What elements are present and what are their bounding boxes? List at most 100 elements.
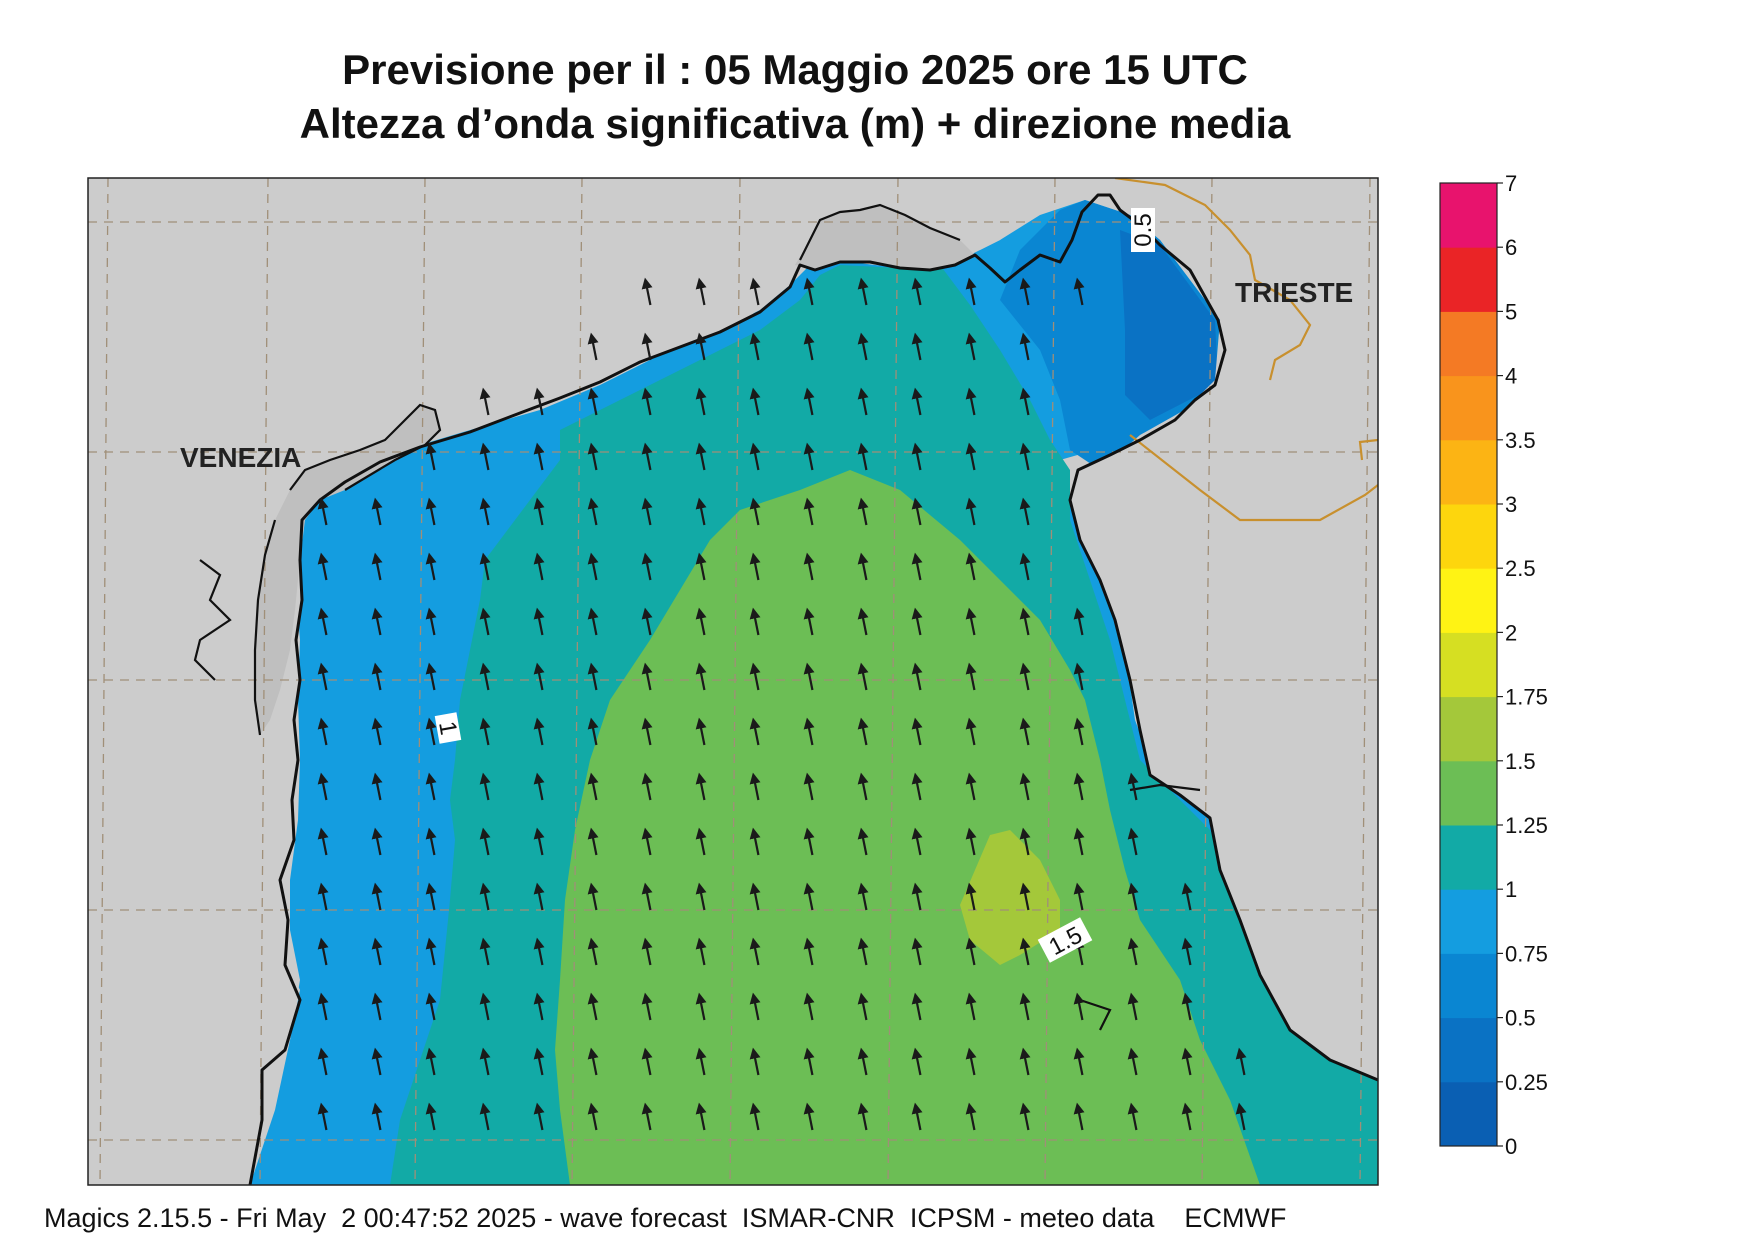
direction-arrow [911, 277, 923, 306]
direction-arrow [911, 552, 923, 581]
direction-arrow [749, 882, 761, 911]
svg-text:0.5: 0.5 [1130, 213, 1157, 246]
direction-arrow [533, 992, 545, 1021]
direction-arrow [911, 882, 923, 911]
direction-arrow [695, 442, 707, 471]
direction-arrow [533, 497, 545, 526]
direction-arrow [1127, 827, 1139, 856]
direction-arrow [1073, 1102, 1085, 1131]
direction-arrow [479, 772, 491, 801]
direction-arrow [1073, 772, 1085, 801]
direction-arrow [641, 552, 653, 581]
direction-arrow [1181, 1047, 1193, 1076]
direction-arrow [911, 662, 923, 691]
direction-arrow [803, 1102, 815, 1131]
direction-arrow [857, 992, 869, 1021]
sea-band-025-05 [1120, 230, 1218, 420]
direction-arrow [479, 717, 491, 746]
direction-arrow [479, 442, 491, 471]
venetian-coast-land [88, 178, 1080, 1185]
direction-arrow [695, 497, 707, 526]
direction-arrow [425, 552, 437, 581]
direction-arrow [587, 717, 599, 746]
direction-arrow [965, 552, 977, 581]
direction-arrow [479, 882, 491, 911]
direction-arrow [587, 442, 599, 471]
direction-arrow [1235, 1102, 1247, 1131]
direction-arrow [587, 552, 599, 581]
colorbar-tick-label: 7 [1505, 171, 1517, 196]
direction-arrow [587, 1102, 599, 1131]
direction-arrow [479, 662, 491, 691]
direction-arrow [1127, 1047, 1139, 1076]
direction-arrow [425, 937, 437, 966]
colorbar-tick-label: 6 [1505, 235, 1517, 260]
direction-arrow [533, 1102, 545, 1131]
colorbar-tick-label: 2 [1505, 620, 1517, 645]
direction-arrow [371, 607, 383, 636]
direction-arrow [587, 882, 599, 911]
direction-arrow [695, 662, 707, 691]
map-title-line1: Previsione per il : 05 Maggio 2025 ore 1… [342, 46, 1248, 93]
sea-band-15-175 [960, 830, 1060, 965]
colorbar-segment [1440, 632, 1497, 698]
direction-arrow [641, 607, 653, 636]
direction-arrow [1073, 277, 1085, 306]
colorbar-segment [1440, 375, 1497, 441]
direction-arrow [1019, 992, 1031, 1021]
direction-arrow [425, 1102, 437, 1131]
direction-arrow [425, 772, 437, 801]
direction-arrow [1019, 332, 1031, 361]
colorbar-tick-label: 1 [1505, 877, 1517, 902]
direction-arrow [1019, 387, 1031, 416]
direction-arrow [749, 552, 761, 581]
direction-arrow [641, 717, 653, 746]
trieste-land [1115, 178, 1378, 330]
direction-arrow [317, 937, 329, 966]
direction-arrow [317, 882, 329, 911]
direction-arrow [1073, 992, 1085, 1021]
direction-arrow [695, 882, 707, 911]
direction-arrow [587, 772, 599, 801]
colorbar-segment [1440, 247, 1497, 312]
direction-arrow [1019, 497, 1031, 526]
direction-arrow [965, 332, 977, 361]
direction-arrow [965, 937, 977, 966]
direction-arrow [1019, 607, 1031, 636]
colorbar-tick-label: 5 [1505, 299, 1517, 324]
direction-arrow [641, 992, 653, 1021]
direction-arrow [317, 827, 329, 856]
direction-arrow [857, 607, 869, 636]
direction-arrow [533, 387, 545, 416]
direction-arrow [1073, 662, 1085, 691]
direction-arrow [479, 1047, 491, 1076]
direction-arrow [803, 662, 815, 691]
colorbar-segment [1440, 825, 1497, 890]
colorbar-segment [1440, 889, 1497, 954]
direction-arrow [803, 937, 815, 966]
national-border [1114, 178, 1378, 522]
direction-arrow [965, 772, 977, 801]
direction-arrow [803, 1047, 815, 1076]
direction-arrow [587, 497, 599, 526]
direction-arrow [803, 717, 815, 746]
direction-arrow [1181, 992, 1193, 1021]
direction-arrow [371, 772, 383, 801]
colorbar-segment [1440, 696, 1497, 762]
direction-arrow [1019, 1047, 1031, 1076]
map-frame [87, 177, 1379, 1186]
direction-arrow [371, 662, 383, 691]
direction-arrow [425, 882, 437, 911]
direction-arrow [641, 772, 653, 801]
direction-arrow [911, 332, 923, 361]
direction-arrow [965, 607, 977, 636]
direction-arrow [695, 387, 707, 416]
direction-arrow [857, 497, 869, 526]
direction-arrow [533, 717, 545, 746]
direction-arrow [695, 332, 707, 361]
direction-arrow [911, 387, 923, 416]
direction-arrow [911, 937, 923, 966]
direction-arrow [695, 717, 707, 746]
direction-arrow [1127, 882, 1139, 911]
